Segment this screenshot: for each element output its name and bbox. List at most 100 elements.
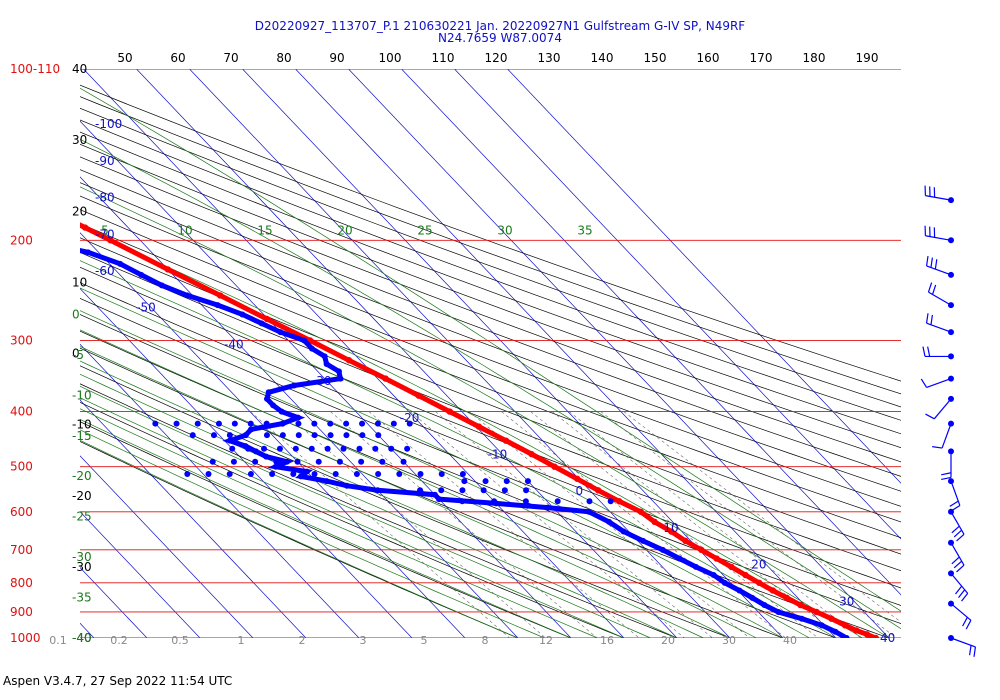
dewpoint-scatter-point: [276, 445, 283, 452]
dewpoint-point: [184, 292, 191, 299]
left-axis-label: 30: [72, 133, 87, 147]
dewpoint-scatter-point: [388, 445, 395, 452]
moist-adiabat-line: [80, 287, 810, 638]
left-axis-label: 10: [72, 275, 87, 289]
dewpoint-scatter-point: [417, 471, 424, 478]
isotherm-label: -80: [95, 191, 115, 205]
dewpoint-scatter-point: [231, 420, 238, 427]
dewpoint-scatter-point: [215, 420, 222, 427]
dewpoint-scatter-point: [173, 420, 180, 427]
dewpoint-scatter-point: [343, 420, 350, 427]
pressure-label: 1000: [10, 631, 41, 645]
theta-e-label: 25: [417, 223, 432, 237]
dewpoint-scatter-point: [210, 432, 217, 439]
dry-adiabat-line: [80, 266, 901, 589]
dewpoint-point: [252, 448, 259, 455]
wind-barb-feather: [956, 564, 965, 573]
dewpoint-scatter-point: [396, 471, 403, 478]
theta-e-label: 10: [177, 223, 192, 237]
dewpoint-point: [264, 395, 271, 402]
dewpoint-point: [843, 635, 850, 638]
moist-adiabat-label: -20: [72, 469, 92, 483]
dewpoint-scatter-point: [229, 445, 236, 452]
dewpoint-point: [283, 458, 290, 465]
wind-barb: [948, 600, 972, 630]
dewpoint-point: [247, 426, 254, 433]
dewpoint-point: [585, 508, 592, 515]
moist-adiabat-label: -30: [72, 550, 92, 564]
mixing-ratio-label: 5: [421, 634, 428, 647]
dry-adiabat-line: [80, 237, 901, 555]
dewpoint-scatter-point: [226, 432, 233, 439]
temperature-point: [0, 182, 4, 188]
dewpoint-point: [749, 594, 756, 601]
pressure-label: 100-110: [10, 62, 60, 76]
dewpoint-scatter-point: [247, 420, 254, 427]
dewpoint-point: [544, 504, 551, 511]
title-line-1: D20220927_113707_P.1 210630221 Jan. 2022…: [254, 19, 746, 33]
dewpoint-scatter-point: [247, 471, 254, 478]
wind-barb-staff: [925, 235, 952, 241]
wind-barb-feather: [962, 617, 968, 627]
dry-adiabat-line: [80, 441, 519, 638]
pressure-label: 800: [10, 576, 33, 590]
wind-barb-staff: [950, 573, 969, 594]
wind-barb: [924, 185, 954, 204]
wind-barb-feather: [956, 533, 965, 542]
dewpoint-scatter-point: [524, 478, 531, 485]
dewpoint-scatter-point: [194, 420, 201, 427]
pressure-label: 400: [10, 405, 33, 419]
dewpoint-scatter-point: [353, 471, 360, 478]
isotherm-line: [80, 120, 572, 638]
dewpoint-scatter-point: [400, 458, 407, 465]
isotherm-line: [401, 69, 901, 596]
dewpoint-scatter-point: [294, 458, 301, 465]
dry-adiabat-line: [80, 131, 901, 435]
dry-adiabat-line: [80, 401, 625, 638]
moist-adiabat-line: [80, 226, 863, 638]
isotherm-label: 0: [576, 484, 584, 498]
moist-adiabat-line: [80, 138, 901, 630]
dewpoint-point: [214, 302, 221, 309]
dewpoint-point: [270, 402, 277, 409]
dewpoint-point: [761, 602, 768, 609]
dry-adiabat-line: [80, 182, 901, 492]
dewpoint-point: [301, 337, 308, 344]
dewpoint-point: [721, 579, 728, 586]
dewpoint-scatter-point: [184, 471, 191, 478]
wind-barb-feather: [922, 346, 926, 357]
wind-barb-feather: [934, 259, 938, 270]
dry-adiabat-line: [80, 84, 901, 382]
moist-adiabat-line: [80, 408, 598, 638]
mixing-ratio-label: 1: [238, 634, 245, 647]
dewpoint-scatter-point: [404, 445, 411, 452]
wind-barb: [925, 395, 954, 420]
dewpoint-scatter-point: [327, 432, 334, 439]
dewpoint-point: [278, 408, 285, 415]
dewpoint-point: [620, 528, 627, 535]
dewpoint-scatter-point: [308, 445, 315, 452]
dewpoint-scatter-point: [263, 432, 270, 439]
wind-barb-feather: [953, 560, 963, 569]
dewpoint-scatter-point: [226, 471, 233, 478]
dewpoint-point: [736, 587, 743, 594]
wind-barb-feather: [927, 282, 933, 293]
wind-barb-feather: [953, 529, 963, 538]
dewpoint-scatter-point: [501, 487, 508, 494]
dewpoint-point: [436, 496, 443, 503]
dewpoint-point: [431, 491, 438, 498]
wind-barb: [925, 313, 954, 336]
mixing-ratio-label: 16: [600, 634, 614, 647]
temperature-point: [55, 211, 61, 217]
wind-barb-feather: [930, 257, 933, 268]
mixing-ratio-line: [368, 411, 640, 638]
dewpoint-scatter-point: [332, 471, 339, 478]
dewpoint-point: [818, 622, 825, 629]
dewpoint-point: [272, 463, 279, 470]
moist-adiabat-label: -40: [72, 631, 92, 645]
dewpoint-scatter-point: [480, 487, 487, 494]
dewpoint-scatter-point: [356, 445, 363, 452]
dewpoint-scatter-point: [375, 432, 382, 439]
wind-barb-feather: [925, 255, 929, 267]
isotherm-label: -40: [224, 337, 244, 351]
